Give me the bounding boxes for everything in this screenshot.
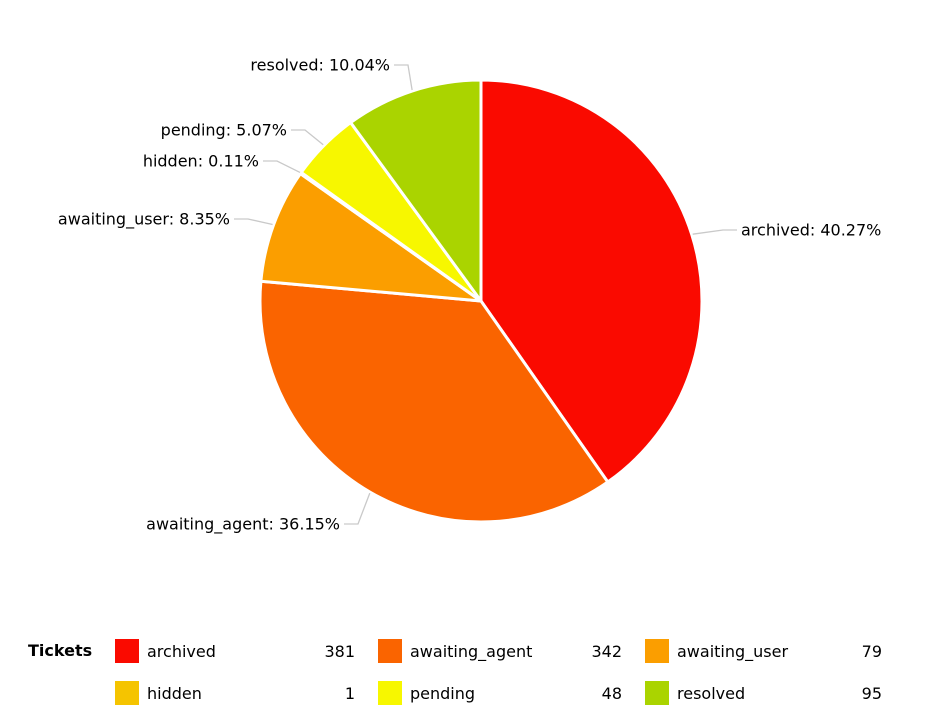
legend-item-resolved[interactable]: resolved 95 xyxy=(645,681,882,705)
slice-label-hidden: hidden: 0.11% xyxy=(143,152,259,171)
legend-value: 95 xyxy=(861,683,882,703)
slice-label-awaiting_agent: awaiting_agent: 36.15% xyxy=(146,515,340,535)
pie-slice-awaiting_user[interactable] xyxy=(259,172,483,303)
pie-plot-area: archived: 40.27% awaiting_agent: 36.15% aw… xyxy=(58,56,881,535)
legend-swatch-resolved xyxy=(645,681,669,705)
label-connector-archived xyxy=(692,229,737,235)
legend-swatch-hidden xyxy=(115,681,139,705)
legend-title: Tickets xyxy=(28,641,93,660)
legend-value: 381 xyxy=(324,641,355,661)
label-connector-pending xyxy=(291,129,324,146)
legend-value: 1 xyxy=(344,683,355,703)
label-connector-awaiting_user xyxy=(234,218,273,226)
legend-label: awaiting_user xyxy=(677,641,789,661)
legend-value: 342 xyxy=(591,641,622,661)
label-connector-resolved xyxy=(394,64,413,91)
pie-slice-awaiting_agent[interactable] xyxy=(258,279,610,524)
legend-swatch-awaiting_user xyxy=(645,639,669,663)
legend-value: 79 xyxy=(861,641,882,661)
slice-label-archived: archived: 40.27% xyxy=(741,221,881,240)
label-connector-hidden xyxy=(263,160,301,173)
legend-item-awaiting_user[interactable]: awaiting_user 79 xyxy=(645,639,882,663)
slice-label-awaiting_user: awaiting_user: 8.35% xyxy=(58,210,230,230)
pie-slice-resolved[interactable] xyxy=(349,78,483,303)
legend-label: archived xyxy=(147,641,216,661)
slice-label-pending: pending: 5.07% xyxy=(161,121,287,140)
label-connector-awaiting_agent xyxy=(344,492,371,525)
legend-label: hidden xyxy=(147,683,202,703)
pie-slice-archived[interactable] xyxy=(479,78,704,484)
legend-item-awaiting_agent[interactable]: awaiting_agent 342 xyxy=(378,639,622,663)
legend-item-archived[interactable]: archived 381 xyxy=(115,639,355,663)
legend-label: resolved xyxy=(677,683,746,703)
legend-swatch-pending xyxy=(378,681,402,705)
legend-label: awaiting_agent xyxy=(410,641,533,661)
legend-item-pending[interactable]: pending 48 xyxy=(378,681,622,705)
legend-swatch-archived xyxy=(115,639,139,663)
legend-value: 48 xyxy=(601,683,622,703)
legend-swatch-awaiting_agent xyxy=(378,639,402,663)
slice-label-resolved: resolved: 10.04% xyxy=(250,56,390,75)
legend-label: pending xyxy=(410,683,476,703)
legend-item-hidden[interactable]: hidden 1 xyxy=(115,681,355,705)
